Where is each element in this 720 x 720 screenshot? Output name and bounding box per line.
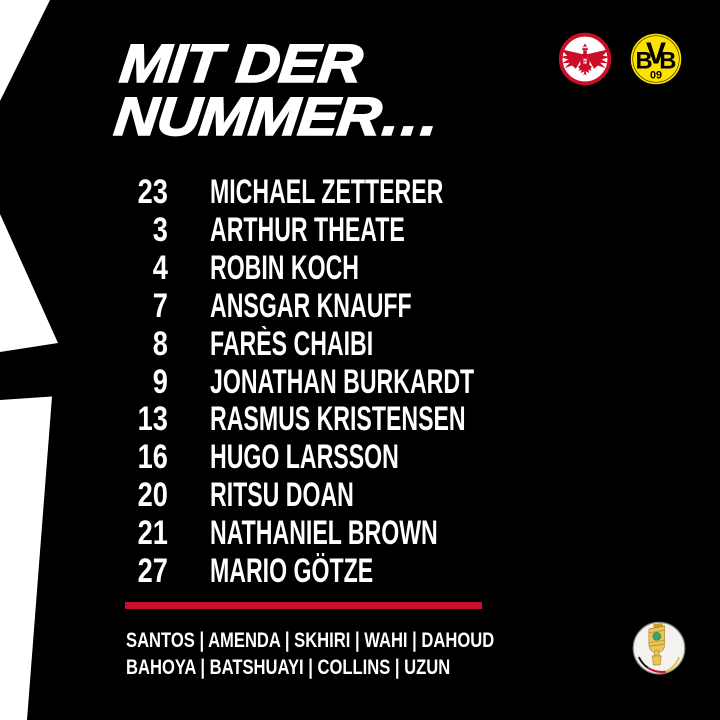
svg-text:09: 09 [650,69,662,81]
svg-text:E: E [584,60,587,65]
svg-text:V: V [646,37,666,70]
